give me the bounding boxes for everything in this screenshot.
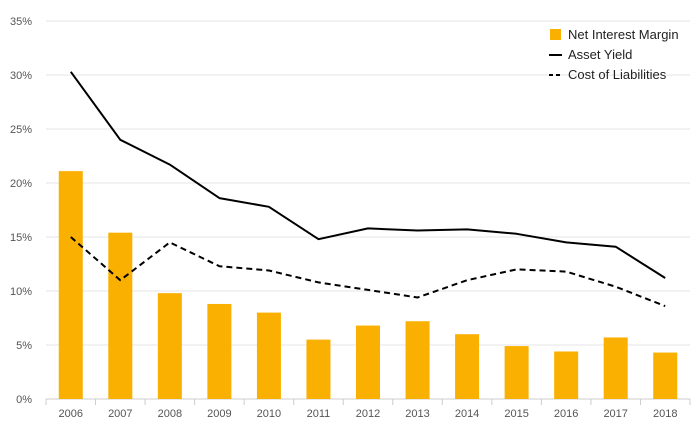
legend: Net Interest Margin Asset Yield Cost of … bbox=[549, 27, 679, 82]
x-tick-label: 2008 bbox=[158, 408, 182, 420]
bar-net-interest-margin-2010 bbox=[256, 312, 281, 399]
bar-net-interest-margin-2017 bbox=[603, 337, 628, 399]
legend-label-net-interest-margin: Net Interest Margin bbox=[568, 27, 679, 42]
bar-net-interest-margin-2014 bbox=[455, 334, 480, 399]
x-tick-label: 2016 bbox=[554, 408, 578, 420]
bar-net-interest-margin-2011 bbox=[306, 339, 331, 399]
x-tick-label: 2009 bbox=[207, 408, 231, 420]
line-asset-yield bbox=[69, 71, 666, 279]
bar-net-interest-margin-2016 bbox=[554, 351, 579, 399]
x-tick-label: 2012 bbox=[356, 408, 380, 420]
bar-net-interest-margin-2015 bbox=[504, 346, 529, 399]
y-tick-label: 30% bbox=[10, 70, 32, 82]
y-tick-label: 25% bbox=[10, 124, 32, 136]
x-tick-label: 2013 bbox=[405, 408, 429, 420]
y-axis: 0% 5% 10% 15% 20% 25% 30% 35% bbox=[10, 16, 32, 406]
line-cost-of-liabilities bbox=[70, 236, 666, 308]
bar-net-interest-margin-2012 bbox=[356, 325, 380, 399]
y-tick-label: 20% bbox=[10, 178, 32, 190]
bar-net-interest-margin-2009 bbox=[207, 303, 232, 399]
y-tick-label: 5% bbox=[16, 340, 32, 352]
bar-net-interest-margin-2006 bbox=[58, 171, 83, 399]
legend-label-asset-yield: Asset Yield bbox=[568, 47, 632, 62]
x-tick-label: 2014 bbox=[455, 408, 479, 420]
x-axis: 2006 2007 2008 2009 2010 2011 2012 2013 2014 2015… bbox=[45, 398, 691, 420]
bar-net-interest-margin-2007 bbox=[108, 232, 133, 399]
x-tick-label: 2018 bbox=[653, 408, 677, 420]
y-tick-label: 0% bbox=[16, 394, 32, 406]
bar-series bbox=[58, 171, 678, 399]
line-series bbox=[69, 71, 666, 308]
x-tick-label: 2007 bbox=[108, 408, 132, 420]
y-tick-label: 35% bbox=[10, 16, 32, 28]
bar-net-interest-margin-2018 bbox=[653, 352, 678, 399]
x-tick-label: 2015 bbox=[504, 408, 528, 420]
bar-net-interest-margin-2013 bbox=[405, 321, 430, 399]
legend-label-cost-of-liabilities: Cost of Liabilities bbox=[568, 67, 667, 82]
bar-net-interest-margin-2008 bbox=[157, 293, 182, 399]
x-tick-label: 2010 bbox=[257, 408, 281, 420]
y-tick-label: 10% bbox=[10, 286, 32, 298]
x-tick-label: 2011 bbox=[307, 408, 331, 420]
x-tick-label: 2006 bbox=[59, 408, 83, 420]
y-tick-label: 15% bbox=[10, 232, 32, 244]
x-tick-label: 2017 bbox=[603, 408, 627, 420]
legend-swatch-net-interest-margin bbox=[550, 29, 561, 40]
grid bbox=[46, 20, 690, 346]
